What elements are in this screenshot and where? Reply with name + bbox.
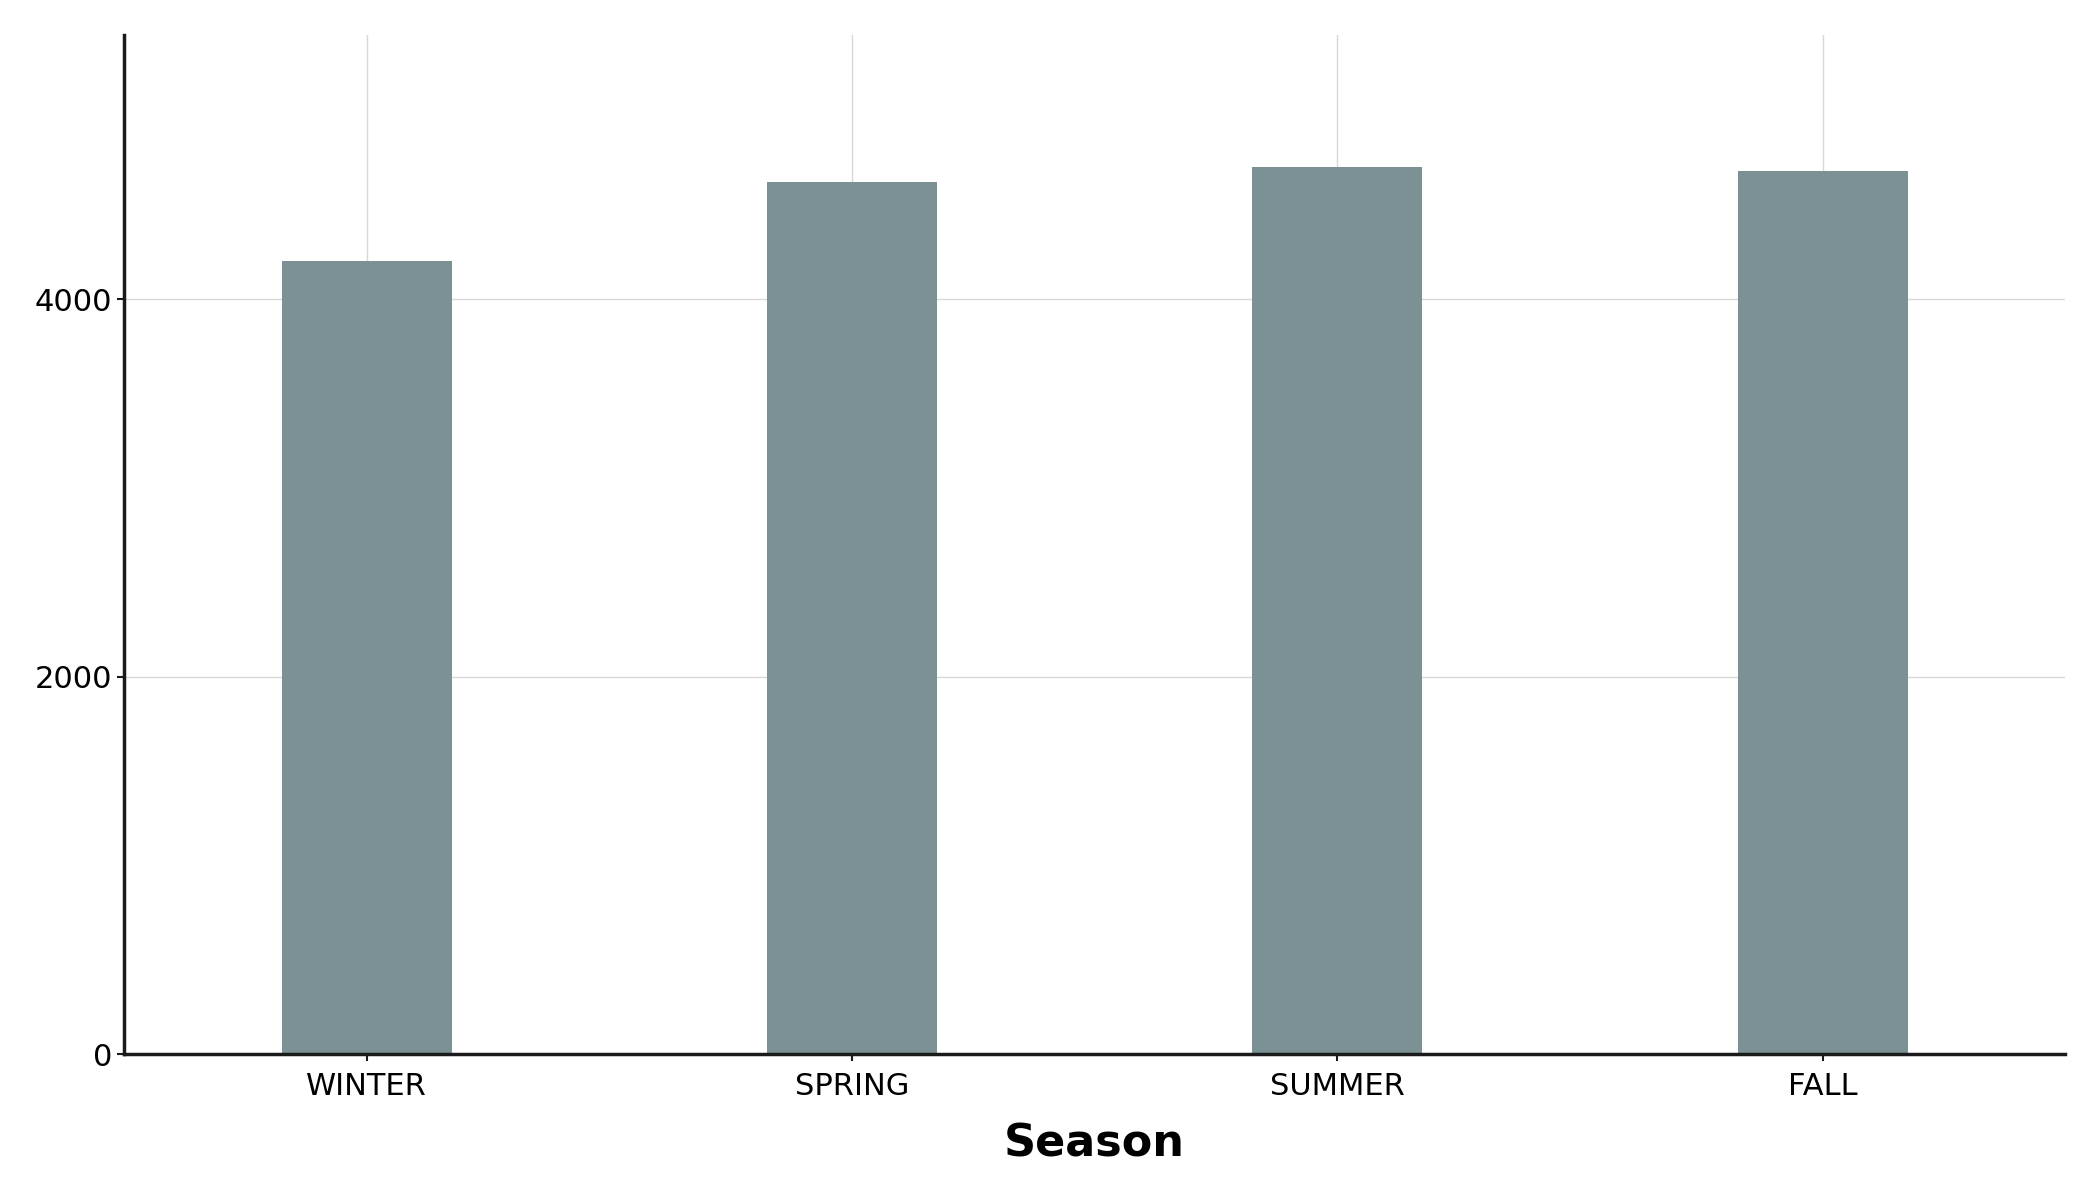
Bar — [1252, 167, 1422, 1055]
X-axis label: Season: Season — [1004, 1122, 1184, 1165]
Bar — [766, 182, 937, 1055]
Bar — [281, 262, 452, 1055]
Bar — [1737, 170, 1907, 1055]
